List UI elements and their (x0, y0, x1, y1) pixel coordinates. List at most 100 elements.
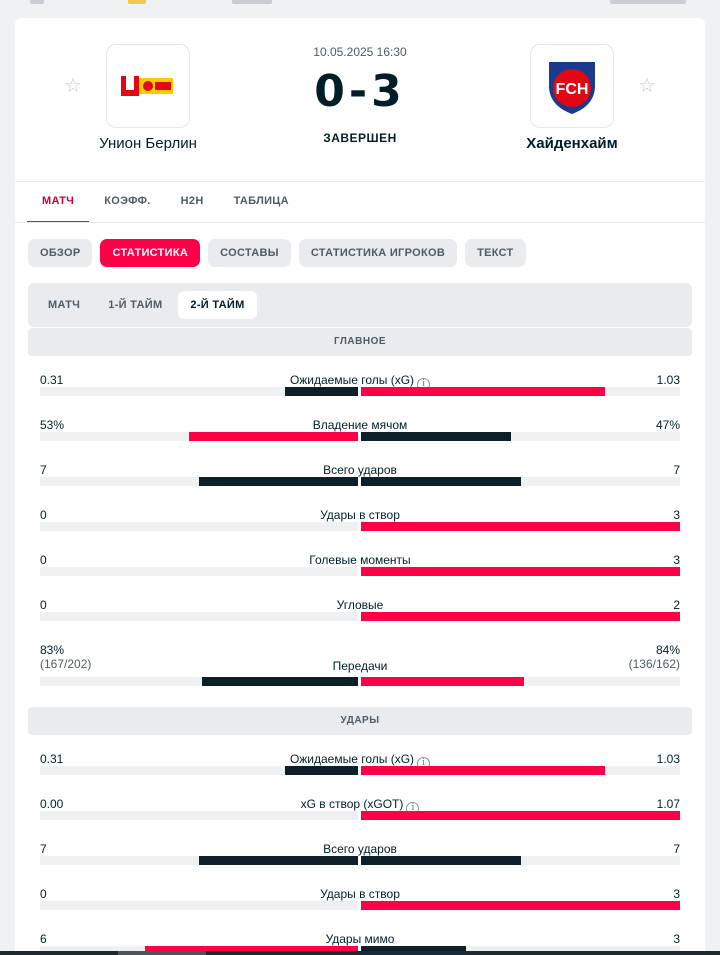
stat-home-value: 0.31 (40, 752, 64, 766)
stat-home-value: 0.00 (40, 797, 64, 811)
stat-away-value: 7 (673, 842, 680, 856)
stat-row: 0 Угловые 2 (40, 598, 680, 638)
chip-statistics[interactable]: СТАТИСТИКА (100, 239, 201, 267)
stat-away-bar-fill (361, 522, 680, 531)
stat-home-bar-fill (284, 387, 358, 396)
match-datetime: 10.05.2025 16:30 (313, 45, 407, 59)
away-team-logo[interactable]: FCH (530, 44, 614, 128)
stat-home-value: 6 (40, 932, 47, 946)
stat-row: 83% (167/202) Передачи 84% (136/162) (40, 643, 680, 701)
stat-home-value: 0 (40, 508, 47, 522)
heidenheim-logo-icon: FCH (549, 62, 595, 114)
stat-away-bar-fill (361, 567, 680, 576)
stat-away-bar-track (361, 522, 680, 531)
stat-away-bar-fill (361, 856, 521, 865)
stat-label: Владение мячом (312, 418, 408, 432)
header-divider (15, 181, 705, 182)
stat-home-value: 53% (40, 418, 65, 432)
stat-away-value: 2 (673, 598, 680, 612)
section-chips: ОБЗОР СТАТИСТИКА СОСТАВЫ СТАТИСТИКА ИГРО… (28, 239, 526, 267)
stat-away-value: 1.03 (656, 373, 680, 387)
stat-away-bar-track (361, 766, 680, 775)
stat-row: 0.31 Ожидаемые голы (xG) i 1.03 (40, 752, 680, 792)
stat-home-value: 0 (40, 887, 47, 901)
stat-away-bar-fill (361, 477, 521, 486)
stat-home-bar-track (40, 901, 358, 910)
stat-away-value: 1.07 (656, 797, 680, 811)
stat-home-value: 0 (40, 598, 47, 612)
home-team-name[interactable]: Унион Берлин (99, 135, 197, 152)
bottom-strip (0, 951, 720, 955)
stat-home-bar-track (40, 946, 358, 955)
stat-away-bar-track (361, 811, 680, 820)
match-score: 0-3 (314, 66, 406, 117)
stat-away-bar-fill (361, 432, 511, 441)
chip-player-stats[interactable]: СТАТИСТИКА ИГРОКОВ (298, 239, 458, 267)
stat-away-bar-track (361, 901, 680, 910)
stat-home-bar-track (40, 567, 358, 576)
chip-lineups[interactable]: СОСТАВЫ (208, 239, 291, 267)
stat-label: xG в створ (xGOT) i (160, 797, 560, 815)
stat-row: 0.31 Ожидаемые голы (xG) i 1.03 (40, 373, 680, 413)
tab-odds[interactable]: КОЭФФ. (104, 195, 151, 207)
stat-label: Угловые (336, 598, 384, 612)
tabs-divider (15, 222, 705, 223)
stat-label: Ожидаемые голы (xG) i (160, 373, 560, 391)
tab-h2h[interactable]: H2H (180, 195, 204, 207)
stat-home-bar-track (40, 477, 358, 486)
favorite-away-star-icon[interactable]: ☆ (638, 75, 656, 97)
chip-text[interactable]: ТЕКСТ (465, 239, 526, 267)
away-team-name[interactable]: Хайденхайм (526, 135, 618, 152)
stat-home-bar-fill (199, 477, 358, 486)
stat-label: Всего ударов (323, 842, 397, 856)
stat-home-bar-track (40, 811, 358, 820)
stat-label: Передачи (332, 659, 388, 673)
stat-away-value: 84% (136/162) (628, 643, 680, 671)
subtab-match[interactable]: МАТЧ (48, 299, 81, 311)
stat-away-value: 3 (673, 553, 680, 567)
stat-away-bar-track (361, 856, 680, 865)
stat-away-bar-fill (361, 387, 606, 396)
subtab-first-half[interactable]: 1-Й ТАЙМ (108, 299, 163, 311)
home-team-logo[interactable] (106, 44, 190, 128)
subtab-second-half[interactable]: 2-Й ТАЙМ (178, 291, 257, 319)
stat-away-bar-track (361, 612, 680, 621)
stat-home-bar-fill (284, 766, 358, 775)
stat-label: Удары мимо (325, 932, 395, 946)
stat-label: Ожидаемые голы (xG) i (160, 752, 560, 770)
stat-away-bar-track (361, 946, 680, 955)
stat-row: 7 Всего ударов 7 (40, 842, 680, 882)
stat-label: Голевые моменты (309, 553, 411, 567)
stat-home-bar-track (40, 432, 358, 441)
union-berlin-logo-icon (121, 76, 173, 96)
stat-away-bar-fill (361, 901, 680, 910)
stat-away-bar-track (361, 477, 680, 486)
stat-home-value: 7 (40, 842, 47, 856)
svg-text:FCH: FCH (556, 81, 589, 98)
stat-home-value: 7 (40, 463, 47, 477)
main-tabs: МАТЧ КОЭФФ. H2H ТАБЛИЦА (27, 181, 304, 223)
tab-table[interactable]: ТАБЛИЦА (233, 195, 289, 207)
stat-label: Удары в створ (320, 508, 400, 522)
stat-home-bar-track (40, 677, 358, 686)
stat-row: 0 Голевые моменты 3 (40, 553, 680, 593)
stat-home-subvalue: (167/202) (40, 657, 92, 671)
stat-away-bar-track (361, 677, 680, 686)
stat-row: 7 Всего ударов 7 (40, 463, 680, 503)
top-strip (0, 0, 720, 6)
stat-away-value: 47% (655, 418, 680, 432)
stat-away-value: 1.03 (656, 752, 680, 766)
stat-row: 53% Владение мячом 47% (40, 418, 680, 458)
stat-label: Удары в створ (320, 887, 400, 901)
stat-home-bar-track (40, 766, 358, 775)
favorite-home-star-icon[interactable]: ☆ (64, 75, 82, 97)
stat-home-bar-track (40, 612, 358, 621)
stat-home-bar-track (40, 522, 358, 531)
stat-home-bar-fill (202, 677, 358, 686)
stat-home-value: 0.31 (40, 373, 64, 387)
stat-home-bar-fill (144, 946, 358, 955)
chip-overview[interactable]: ОБЗОР (28, 239, 93, 267)
tab-match[interactable]: МАТЧ (27, 181, 90, 223)
stat-row: 6 Удары мимо 3 (40, 932, 680, 955)
stat-away-bar-fill (361, 677, 524, 686)
